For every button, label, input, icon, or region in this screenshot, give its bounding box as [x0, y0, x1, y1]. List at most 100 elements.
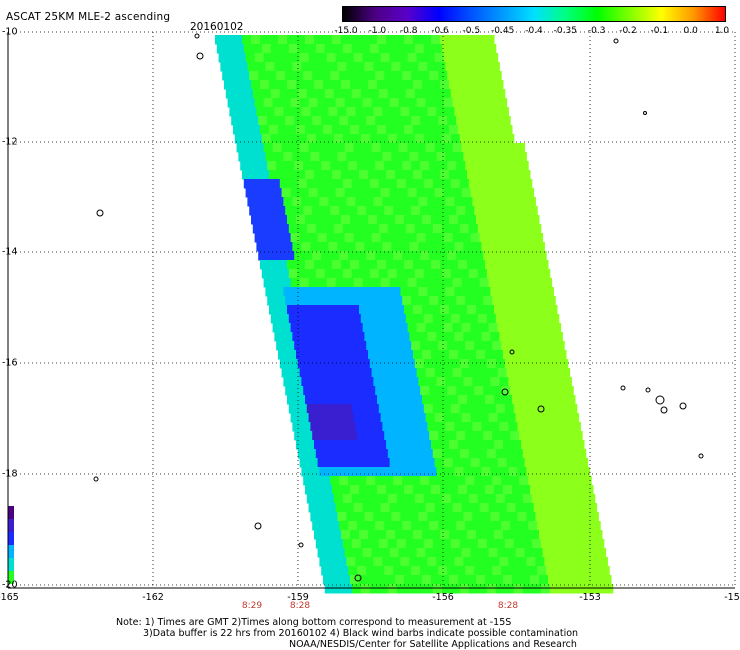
swath-cell	[359, 350, 369, 360]
swath-cell	[384, 386, 394, 396]
swath-cell	[510, 431, 520, 441]
swath-cell	[258, 71, 268, 81]
swath-cell	[562, 422, 572, 432]
swath-cell	[287, 260, 297, 270]
swath-cell	[288, 179, 299, 189]
swath-cell	[319, 107, 329, 117]
island-outline	[660, 406, 668, 414]
swath-cell	[494, 395, 504, 405]
swath-cell	[296, 395, 306, 405]
swath-cell	[252, 179, 263, 189]
color-scale-tick-label: -0.35	[553, 26, 577, 36]
swath-cell	[377, 170, 387, 180]
swath-cell	[463, 557, 473, 567]
swath-cell	[413, 530, 423, 540]
swath-cell	[576, 494, 587, 504]
color-scale-tick-label: -0.5	[462, 26, 481, 36]
swath-cell	[542, 413, 553, 423]
swath-cell	[321, 161, 331, 171]
swath-cell	[454, 152, 464, 162]
swath-cell	[557, 485, 567, 495]
swath-cell	[396, 404, 407, 414]
swath-cell	[407, 233, 418, 243]
swath-cell	[558, 494, 569, 504]
swath-cell	[229, 62, 239, 72]
swath-cell	[488, 98, 499, 108]
swath-cell	[531, 359, 542, 369]
swath-cell	[432, 539, 443, 549]
swath-cell	[290, 413, 301, 423]
swath-cell	[501, 386, 511, 396]
swath-cell	[416, 323, 427, 333]
swath-cell	[281, 368, 292, 378]
swath-cell	[375, 476, 385, 486]
swath-cell	[238, 152, 248, 162]
swath-cell	[521, 440, 531, 450]
swath-cell	[279, 134, 290, 144]
swath-cell	[562, 512, 572, 522]
swath-cell	[454, 512, 464, 522]
swath-cell	[396, 269, 407, 279]
swath-cell	[515, 323, 526, 333]
swath-cell	[431, 440, 441, 450]
swath-cell	[395, 530, 405, 540]
swath-cell	[452, 503, 463, 513]
swath-cell	[476, 35, 486, 45]
swath-cell	[512, 305, 522, 315]
swath-cell	[422, 485, 432, 495]
swath-cell	[492, 296, 502, 306]
swath-cell	[472, 557, 482, 567]
swath-cell	[373, 377, 383, 387]
swath-cell	[411, 161, 421, 171]
swath-cell	[494, 125, 504, 135]
swath-cell	[386, 215, 396, 225]
swath-cell	[369, 494, 380, 504]
swath-cell	[456, 116, 466, 126]
swath-cell	[456, 251, 466, 261]
swath-cell	[382, 197, 392, 207]
swath-cell	[522, 269, 533, 279]
swath-cell	[386, 395, 396, 405]
swath-cell	[393, 431, 403, 441]
swath-cell	[432, 224, 443, 234]
swath-cell	[468, 224, 479, 234]
swath-cell	[353, 278, 364, 288]
swath-cell	[375, 296, 385, 306]
swath-cell	[328, 377, 338, 387]
swath-cell	[593, 530, 603, 540]
swath-cell	[395, 575, 405, 585]
swath-cell	[310, 107, 320, 117]
swath-cell	[423, 359, 434, 369]
swath-cell	[366, 476, 376, 486]
swath-cell	[463, 242, 473, 252]
swath-cell	[288, 359, 299, 369]
swath-cell	[395, 170, 405, 180]
swath-cell	[308, 278, 319, 288]
swath-cell	[400, 467, 410, 477]
swath-cell	[495, 494, 506, 504]
swath-cell	[404, 350, 414, 360]
swath-cell	[409, 377, 419, 387]
swath-cell	[456, 566, 466, 576]
swath-cell	[305, 170, 315, 180]
swath-cell	[260, 170, 270, 180]
swath-cell	[521, 575, 531, 585]
swath-cell	[530, 440, 540, 450]
swath-cell	[506, 188, 517, 198]
swath-cell	[378, 269, 389, 279]
swath-cell	[332, 530, 342, 540]
swath-cell	[287, 170, 297, 180]
swath-cell	[510, 476, 520, 486]
swath-cell	[477, 134, 488, 144]
swath-cell	[375, 341, 385, 351]
swath-cell	[600, 566, 610, 576]
swath-cell	[447, 161, 457, 171]
swath-cell	[477, 359, 488, 369]
swath-cell	[256, 197, 266, 207]
swath-cell	[378, 539, 389, 549]
swath-cell	[427, 557, 437, 567]
swath-cell	[512, 350, 522, 360]
swath-cell	[440, 80, 450, 90]
swath-cell	[422, 440, 432, 450]
swath-cell	[234, 44, 245, 54]
